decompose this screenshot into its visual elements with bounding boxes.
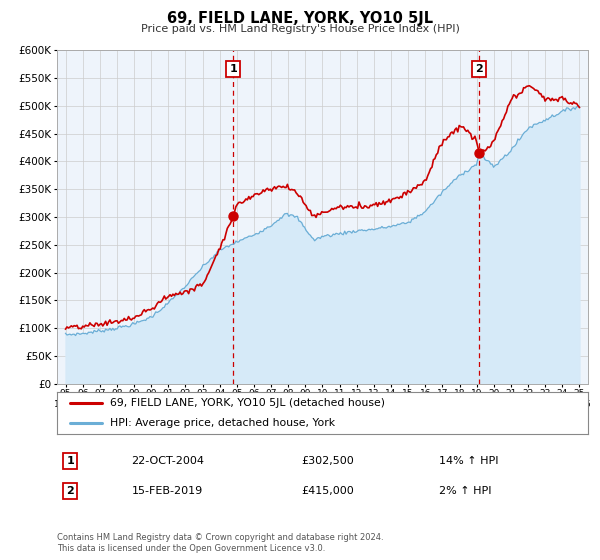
Text: 15-FEB-2019: 15-FEB-2019	[131, 486, 203, 496]
Text: 1: 1	[230, 64, 238, 74]
Text: Contains HM Land Registry data © Crown copyright and database right 2024.
This d: Contains HM Land Registry data © Crown c…	[57, 533, 383, 553]
Text: 69, FIELD LANE, YORK, YO10 5JL (detached house): 69, FIELD LANE, YORK, YO10 5JL (detached…	[110, 398, 385, 408]
Text: 2% ↑ HPI: 2% ↑ HPI	[439, 486, 492, 496]
Text: 14% ↑ HPI: 14% ↑ HPI	[439, 456, 499, 466]
Text: HPI: Average price, detached house, York: HPI: Average price, detached house, York	[110, 418, 335, 428]
Text: £415,000: £415,000	[301, 486, 354, 496]
Text: 2: 2	[67, 486, 74, 496]
Text: 22-OCT-2004: 22-OCT-2004	[131, 456, 205, 466]
Text: Price paid vs. HM Land Registry's House Price Index (HPI): Price paid vs. HM Land Registry's House …	[140, 24, 460, 34]
Text: 2: 2	[475, 64, 482, 74]
Text: 1: 1	[67, 456, 74, 466]
Text: 69, FIELD LANE, YORK, YO10 5JL: 69, FIELD LANE, YORK, YO10 5JL	[167, 11, 433, 26]
Text: £302,500: £302,500	[301, 456, 354, 466]
